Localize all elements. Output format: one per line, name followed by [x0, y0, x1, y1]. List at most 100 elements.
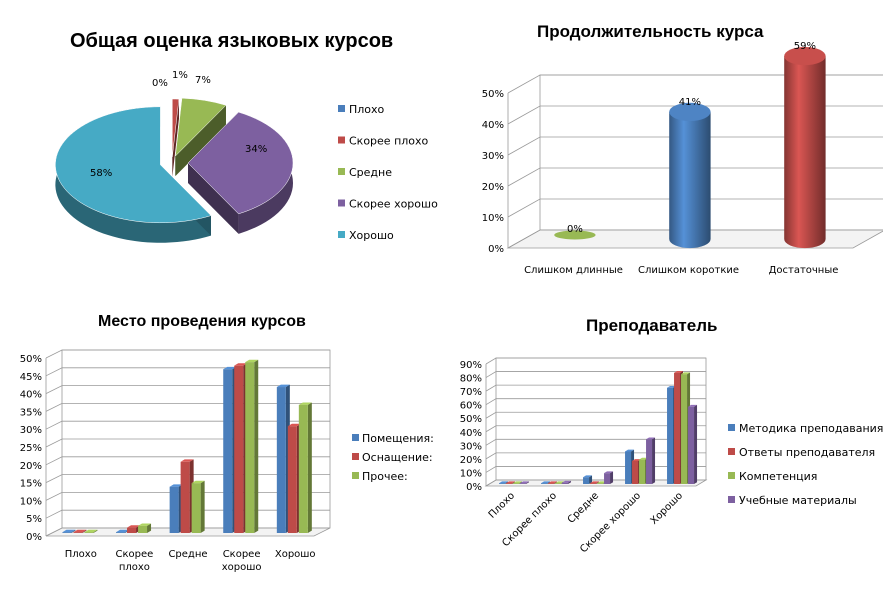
gridline	[485, 438, 706, 446]
y-tick-label: 0%	[466, 482, 482, 493]
x-tick-label: Хорошо	[275, 549, 316, 560]
legend-swatch	[352, 453, 359, 460]
bar	[84, 529, 98, 533]
duration-chart: Продолжительность курса 0% 10% 20% 30% 40% 50…	[482, 22, 883, 276]
legend-item: Оснащение:	[352, 451, 433, 464]
gridline	[507, 229, 883, 249]
x-tick-label: Скорее хорошо	[222, 549, 262, 573]
bar	[513, 481, 523, 484]
y-tick-label: 10%	[20, 496, 42, 507]
y-tick-label: 25%	[20, 443, 42, 454]
legend-item: Средне	[338, 166, 392, 179]
y-tick-label: 45%	[20, 372, 42, 383]
bar	[520, 481, 530, 484]
x-tick-label: Плохо	[487, 490, 517, 520]
x-tick-label: Средне	[168, 549, 207, 560]
legend-swatch	[728, 496, 735, 503]
duration-chart-panel: Продолжительность курса 0% 10% 20% 30% 40% 50…	[440, 0, 883, 290]
gridline	[485, 384, 706, 392]
x-tick-label: Средне	[566, 490, 601, 525]
y-tick-label: 30%	[460, 441, 482, 452]
legend-item: Плохо	[338, 103, 385, 116]
bar	[562, 480, 572, 484]
x-tick-label: Скорее плохо	[116, 549, 154, 573]
legend-label: Оснащение:	[362, 451, 433, 464]
location-chart-panel: Место проведения курсов 0% 5% 10% 15% 20% 25%…	[0, 298, 440, 593]
bar	[245, 359, 259, 533]
bar	[646, 437, 656, 484]
legend-swatch	[338, 231, 345, 238]
gridline	[507, 105, 883, 125]
gridline	[485, 398, 706, 406]
y-tick-label: 90%	[460, 360, 482, 371]
y-tick-label: 40%	[20, 390, 42, 401]
gridline	[485, 371, 706, 378]
y-tick-label: 35%	[20, 407, 42, 418]
gridline	[507, 167, 883, 187]
legend-swatch	[338, 199, 345, 207]
bar	[138, 523, 152, 533]
y-tick-label: 10%	[460, 468, 482, 479]
x-tick-label: Слишком длинные	[524, 265, 623, 276]
data-label: 41%	[679, 97, 701, 108]
bar	[191, 480, 205, 533]
bar	[554, 230, 596, 240]
pie-data-label: 34%	[245, 144, 267, 155]
bar	[590, 481, 600, 484]
y-tick-label: 0%	[26, 532, 42, 543]
legend-swatch	[352, 434, 359, 441]
pie-data-label: 7%	[195, 75, 211, 86]
y-tick-label: 5%	[26, 514, 42, 525]
legend-item: Помещения:	[352, 432, 434, 445]
y-tick-label: 15%	[20, 479, 42, 490]
legend-label: Учебные материалы	[739, 494, 857, 507]
pie-data-label: 0%	[152, 78, 168, 89]
legend-swatch	[728, 472, 735, 479]
location-chart: Место проведения курсов 0% 5% 10% 15% 20% 25%…	[20, 313, 434, 573]
legend-item: Скорее плохо	[338, 135, 429, 148]
legend-item: Хорошо	[338, 229, 394, 242]
gridline	[485, 411, 706, 419]
y-tick-label: 40%	[482, 120, 504, 131]
bar	[499, 481, 509, 484]
legend-label: Хорошо	[349, 229, 394, 242]
teacher-chart-panel: Преподаватель 0% 10% 20% 30% 40% 50% 60% 70% 80%…	[440, 298, 883, 593]
legend-label: Компетенция	[739, 470, 817, 483]
bar	[73, 529, 87, 533]
legend-swatch	[352, 472, 359, 479]
bar	[784, 46, 826, 249]
legend-item: Ответы преподавателя	[728, 446, 875, 459]
bar	[541, 481, 551, 484]
y-tick-label: 20%	[20, 461, 42, 472]
pie-slice	[175, 97, 227, 177]
pie-data-label: 58%	[90, 168, 112, 179]
pie-slice	[187, 111, 294, 234]
y-tick-label: 50%	[460, 414, 482, 425]
legend-label: Плохо	[349, 103, 385, 116]
y-tick-label: 80%	[460, 374, 482, 385]
legend-swatch	[338, 136, 345, 144]
y-tick-label: 30%	[482, 151, 504, 162]
x-tick-label: Достаточные	[769, 265, 839, 276]
pie-data-label: 1%	[172, 70, 188, 81]
bar	[669, 102, 711, 249]
chart-title: Общая оценка языковых курсов	[70, 30, 393, 52]
legend-label: Ответы преподавателя	[739, 446, 875, 459]
legend-label: Методика преподавания	[739, 422, 883, 435]
pie-slice	[172, 98, 180, 178]
bar	[506, 481, 516, 484]
chart-title: Преподаватель	[586, 316, 717, 335]
pie-chart-panel: Общая оценка языковых курсов 0% 1% 7% 34% 58…	[0, 0, 440, 290]
bar	[583, 475, 593, 484]
x-tick-label: Плохо	[65, 549, 97, 560]
pie-slice	[55, 106, 212, 243]
bar	[548, 481, 558, 484]
y-tick-label: 50%	[482, 89, 504, 100]
gridline	[485, 357, 706, 365]
y-tick-label: 60%	[460, 401, 482, 412]
bar	[298, 402, 312, 533]
y-tick-label: 50%	[20, 354, 42, 365]
legend-item: Учебные материалы	[728, 494, 857, 507]
legend-label: Скорее плохо	[349, 135, 429, 148]
legend-label: Скорее хорошо	[349, 198, 438, 211]
